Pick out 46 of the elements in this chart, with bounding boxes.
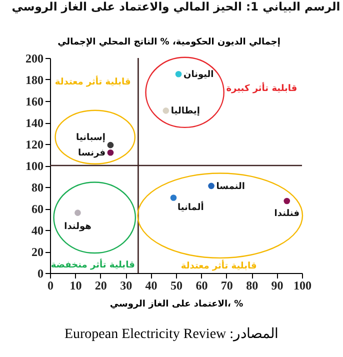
x-tick-label: 0 bbox=[48, 278, 54, 292]
series-label: فنلندا bbox=[274, 208, 300, 219]
series-label: إيطاليا bbox=[170, 106, 200, 117]
annotation: قابلية تأثر كبيرة bbox=[226, 82, 298, 94]
y-tick-label: 160 bbox=[26, 94, 44, 108]
y-tick-label: 200 bbox=[26, 52, 44, 66]
y-tick-label: 80 bbox=[32, 180, 44, 194]
point bbox=[208, 182, 214, 190]
series-label: إسبانيا bbox=[76, 133, 106, 144]
point bbox=[162, 108, 170, 114]
y-tick-label: 60 bbox=[32, 202, 44, 216]
y-tick-label: 100 bbox=[26, 159, 44, 173]
series-label: ألمانيا bbox=[177, 200, 204, 213]
y-tick-label: 0 bbox=[38, 266, 44, 280]
text: المصادر: European Electricity Review bbox=[63, 326, 280, 343]
x-tick-label: 60 bbox=[196, 278, 208, 292]
series-label: النمسا bbox=[216, 182, 245, 192]
series-label: فرنسا bbox=[78, 148, 106, 159]
x-tick-label: 80 bbox=[246, 278, 258, 292]
x-tick-label: 20 bbox=[94, 278, 107, 292]
x-tick-label: 10 bbox=[70, 278, 82, 292]
series-label: هولندا bbox=[64, 222, 92, 232]
point bbox=[170, 194, 177, 201]
x-tick-label: 90 bbox=[271, 278, 284, 292]
y-tick-label: 180 bbox=[26, 73, 44, 87]
series-label: اليونان bbox=[184, 70, 214, 80]
x-axis-title: الاعتماد على الغاز الروسي، % bbox=[110, 300, 244, 310]
x-tick-label: 40 bbox=[145, 278, 158, 292]
x-tick-label: 100 bbox=[294, 278, 312, 292]
y-tick-label: 20 bbox=[32, 245, 44, 259]
point bbox=[107, 149, 114, 156]
y-axis-title: إجمالي الديون الحكومية، % الناتج المحلي الإجمالي bbox=[58, 38, 280, 48]
y-tick-label: 140 bbox=[26, 116, 44, 130]
x-tick-label: 70 bbox=[220, 278, 233, 292]
x-tick-label: 50 bbox=[170, 278, 182, 292]
y-tick-label: 120 bbox=[26, 138, 44, 152]
point bbox=[175, 70, 182, 78]
annotation: قابلية تأثر معتدلة bbox=[54, 76, 131, 88]
y-tick-label: 40 bbox=[32, 224, 44, 238]
point bbox=[284, 198, 290, 204]
point bbox=[107, 142, 114, 148]
chart-title: الرسم البياني 1: الحيز المالي والاعتماد على الغاز الروسي bbox=[12, 0, 340, 14]
annotation: قابلية تأثر معتدلة bbox=[180, 259, 257, 272]
annotation: قابلية تأثر منخفضة bbox=[50, 258, 135, 270]
x-tick-label: 30 bbox=[120, 278, 132, 292]
point bbox=[74, 210, 81, 216]
